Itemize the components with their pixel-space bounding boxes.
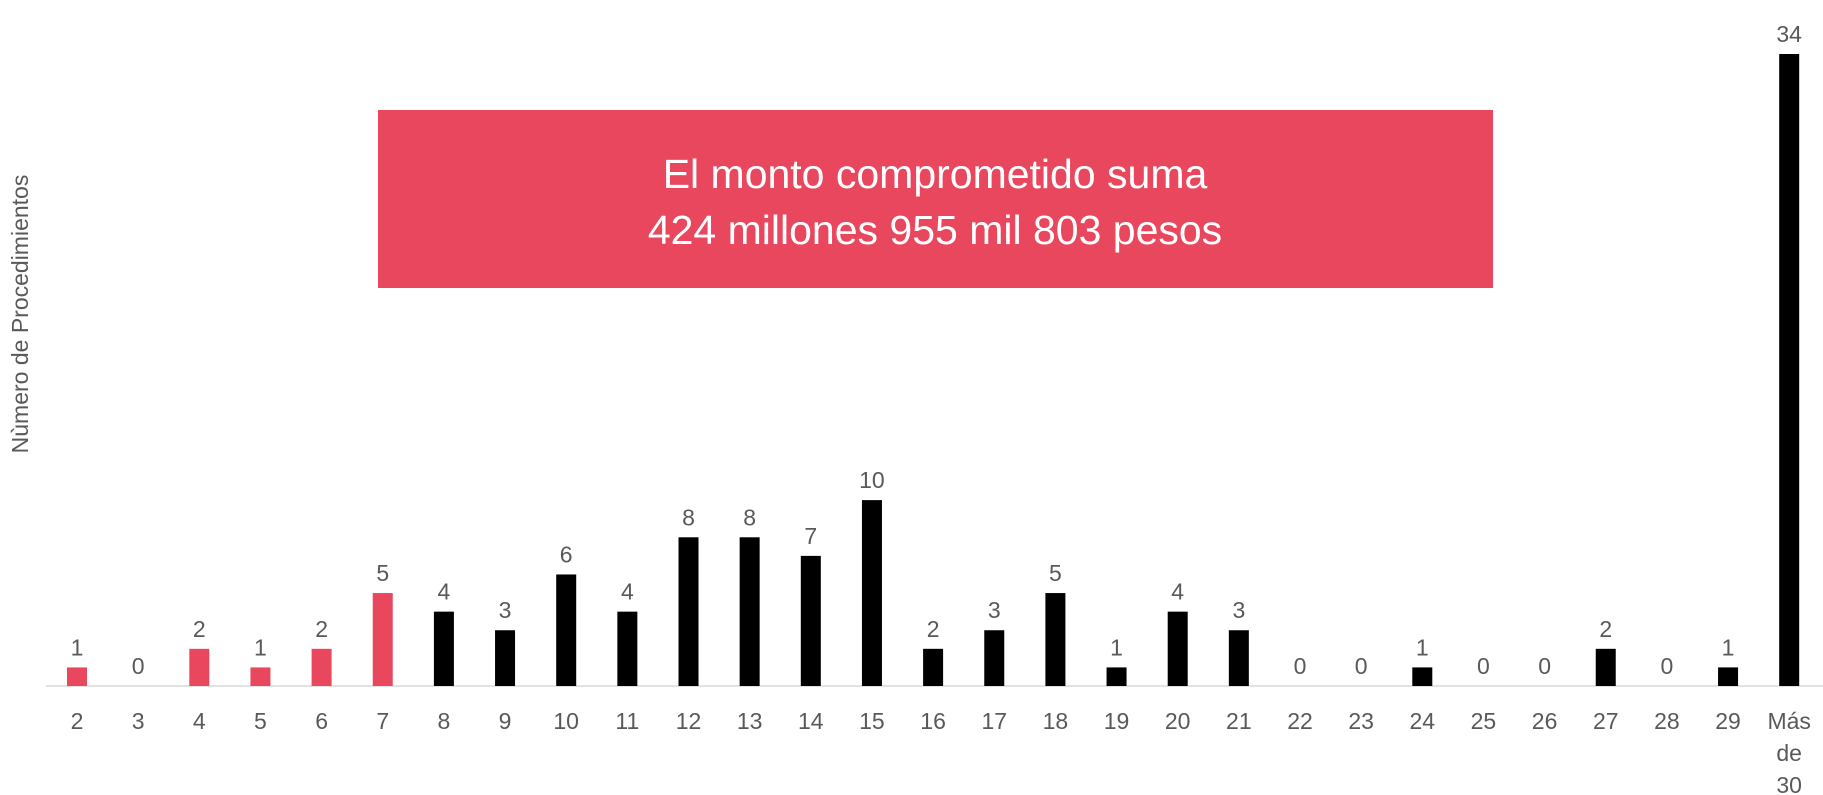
x-tick-label: 20 xyxy=(1165,708,1191,734)
value-label: 5 xyxy=(376,560,389,586)
value-label: 0 xyxy=(132,653,145,679)
bar xyxy=(495,630,516,686)
bar xyxy=(433,611,454,686)
x-tick-label: 17 xyxy=(981,708,1007,734)
value-label: 10 xyxy=(859,467,885,493)
value-label: 6 xyxy=(560,541,573,567)
value-label: 4 xyxy=(1171,579,1184,605)
x-tick-label: 15 xyxy=(859,708,885,734)
x-tick-label: 3 xyxy=(132,708,145,734)
bar xyxy=(1718,667,1739,686)
x-tick-label: 28 xyxy=(1654,708,1680,734)
value-label: 34 xyxy=(1776,21,1802,47)
x-tick-label: 4 xyxy=(193,708,206,734)
value-label: 3 xyxy=(988,597,1001,623)
value-label: 0 xyxy=(1355,653,1368,679)
x-tick-label: 14 xyxy=(798,708,824,734)
x-tick-label: 23 xyxy=(1348,708,1374,734)
bar xyxy=(372,593,393,686)
bar xyxy=(1228,630,1249,686)
x-tick-label: 6 xyxy=(315,708,328,734)
x-tick-label: 18 xyxy=(1043,708,1069,734)
bar xyxy=(1595,648,1616,686)
annotation-box xyxy=(378,110,1493,288)
value-label: 3 xyxy=(1232,597,1245,623)
bar xyxy=(984,630,1005,686)
value-label: 0 xyxy=(1294,653,1307,679)
value-label: 4 xyxy=(438,579,451,605)
value-label: 1 xyxy=(1110,634,1123,660)
value-label: 4 xyxy=(621,579,634,605)
bar xyxy=(1045,593,1066,686)
bar xyxy=(1412,667,1433,686)
bar xyxy=(556,574,577,686)
bar xyxy=(189,648,210,686)
bar xyxy=(311,648,332,686)
annotation-text: El monto comprometido suma xyxy=(663,151,1208,197)
bar xyxy=(861,500,882,686)
x-tick-label: 19 xyxy=(1104,708,1130,734)
bar xyxy=(923,648,944,686)
value-label: 2 xyxy=(1599,616,1612,642)
x-tick-label: 22 xyxy=(1287,708,1313,734)
x-tick-label: 21 xyxy=(1226,708,1252,734)
value-label: 7 xyxy=(804,523,817,549)
bar xyxy=(250,667,271,686)
value-label: 0 xyxy=(1477,653,1490,679)
bar xyxy=(800,555,821,686)
value-label: 1 xyxy=(1416,634,1429,660)
x-tick-label: 8 xyxy=(438,708,451,734)
value-label: 5 xyxy=(1049,560,1062,586)
value-label: 0 xyxy=(1538,653,1551,679)
x-tick-label: 7 xyxy=(376,708,389,734)
x-tick-label: 2 xyxy=(71,708,84,734)
x-tick-label: 11 xyxy=(615,708,639,734)
value-label: 8 xyxy=(682,504,695,530)
x-tick-label: 9 xyxy=(499,708,512,734)
value-label: 2 xyxy=(315,616,328,642)
bar xyxy=(1779,54,1800,686)
value-label: 1 xyxy=(71,634,84,660)
x-tick-label: 24 xyxy=(1410,708,1436,734)
x-tick-label: 26 xyxy=(1532,708,1558,734)
x-tick-label: 13 xyxy=(737,708,763,734)
annotation-text: 424 millones 955 mil 803 pesos xyxy=(648,207,1222,253)
x-tick-label: 5 xyxy=(254,708,267,734)
value-label: 2 xyxy=(927,616,940,642)
bar xyxy=(739,537,760,686)
x-tick-label: 16 xyxy=(920,708,946,734)
value-label: 1 xyxy=(254,634,267,660)
bar xyxy=(1167,611,1188,686)
x-tick-label: 25 xyxy=(1471,708,1497,734)
x-tick-label: Más de 30 xyxy=(1767,708,1810,795)
value-label: 2 xyxy=(193,616,206,642)
bar xyxy=(678,537,699,686)
bar xyxy=(67,667,87,686)
x-tick-label: 10 xyxy=(553,708,579,734)
value-label: 8 xyxy=(743,504,756,530)
x-tick-label: 27 xyxy=(1593,708,1619,734)
x-tick-label: 12 xyxy=(676,708,702,734)
x-tick-label: 29 xyxy=(1715,708,1741,734)
bar xyxy=(1106,667,1127,686)
y-axis-label: Nùmero de Procedimientos xyxy=(7,175,33,454)
value-label: 0 xyxy=(1661,653,1674,679)
value-label: 1 xyxy=(1722,634,1735,660)
value-label: 3 xyxy=(499,597,512,623)
bar xyxy=(617,611,638,686)
